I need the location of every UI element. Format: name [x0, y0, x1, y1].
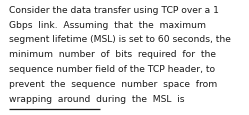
Text: Consider the data transfer using TCP over a 1: Consider the data transfer using TCP ove… — [9, 6, 219, 15]
Text: Gbps  link.  Assuming  that  the  maximum: Gbps link. Assuming that the maximum — [9, 20, 206, 29]
Text: wrapping  around  during  the  MSL  is: wrapping around during the MSL is — [9, 94, 185, 103]
Text: sequence number field of the TCP header, to: sequence number field of the TCP header,… — [9, 65, 216, 74]
Text: prevent  the  sequence  number  space  from: prevent the sequence number space from — [9, 79, 218, 88]
Text: segment lifetime (MSL) is set to 60 seconds, the: segment lifetime (MSL) is set to 60 seco… — [9, 35, 231, 44]
Text: minimum  number  of  bits  required  for  the: minimum number of bits required for the — [9, 50, 216, 59]
